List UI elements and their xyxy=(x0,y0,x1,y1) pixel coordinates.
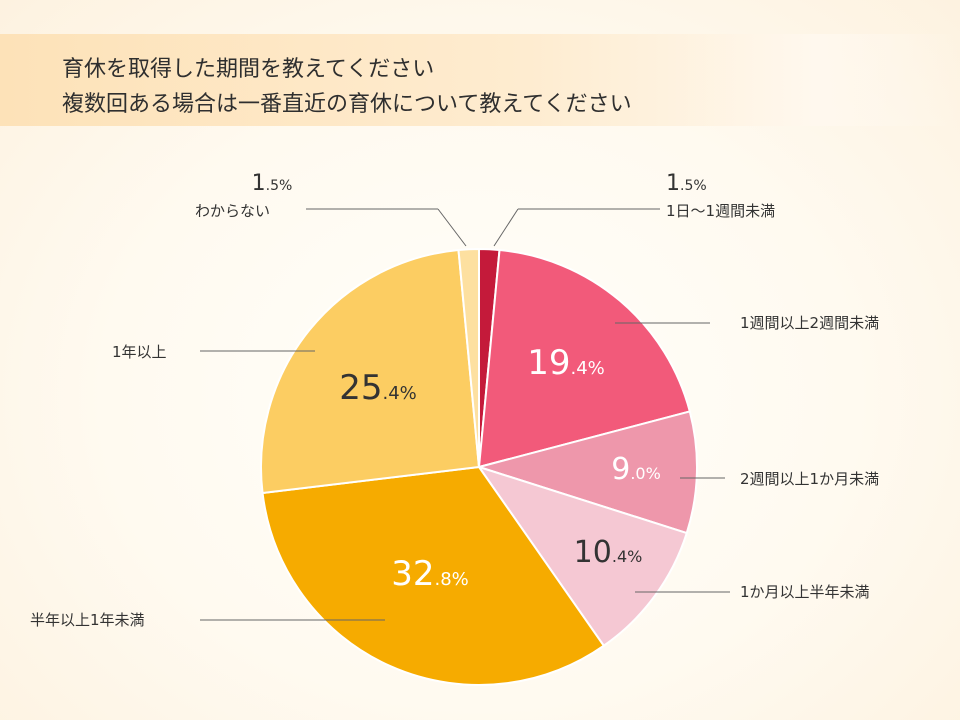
pie-slice-4 xyxy=(478,466,688,647)
slice-label-6: 1年以上 xyxy=(112,343,167,361)
slice-percent-4: 10.4% xyxy=(574,535,643,570)
chart-title-line-1: 育休を取得した期間を教えてください xyxy=(62,57,435,82)
slice-percent-3: 9.0% xyxy=(611,452,661,487)
slice-percent-2: 19.4% xyxy=(527,343,605,383)
leader-line-7-b xyxy=(437,208,467,247)
slice-label-4: 1か月以上半年未満 xyxy=(740,583,870,601)
pie-slice-2 xyxy=(478,248,691,468)
slice-label-1: 1日〜1週間未満 xyxy=(666,202,775,220)
slice-percent-1: 1.5% xyxy=(666,171,707,196)
slice-percent-5: 32.8% xyxy=(391,554,469,594)
chart-title-line-2: 複数回ある場合は一番直近の育休について教えてください xyxy=(62,92,632,117)
slice-label-5: 半年以上1年未満 xyxy=(30,611,145,629)
slice-label-3: 2週間以上1か月未満 xyxy=(740,470,879,488)
pie-slice-6 xyxy=(260,248,480,494)
slice-label-7: わからない xyxy=(195,202,270,220)
pie-slice-3 xyxy=(478,410,699,535)
slice-label-2: 1週間以上2週間未満 xyxy=(740,314,879,332)
slice-percent-7: 1.5% xyxy=(252,171,293,196)
pie-slice-5 xyxy=(261,466,605,686)
title-banner xyxy=(0,34,960,126)
leader-line-1-b xyxy=(493,208,519,247)
slice-percent-6: 25.4% xyxy=(339,368,417,408)
pie-slice-7 xyxy=(457,248,480,468)
